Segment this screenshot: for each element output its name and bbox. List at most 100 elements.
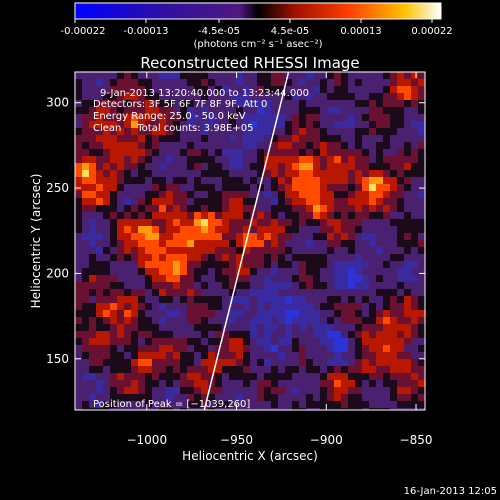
heatmap-cell (236, 345, 243, 352)
heatmap-cell (145, 352, 152, 359)
heatmap-cell (285, 387, 292, 394)
heatmap-cell (180, 317, 187, 324)
heatmap-cell (376, 100, 383, 107)
heatmap-cell (222, 401, 229, 408)
heatmap-cell (236, 72, 243, 79)
heatmap-cell (411, 86, 418, 93)
heatmap-cell (117, 394, 124, 401)
heatmap-cell (390, 345, 397, 352)
heatmap-cell (215, 310, 222, 317)
heatmap-cell (152, 317, 159, 324)
heatmap-cell (159, 394, 166, 401)
heatmap-cell (313, 184, 320, 191)
heatmap-cell (159, 135, 166, 142)
heatmap-cell (194, 128, 201, 135)
heatmap-cell (236, 219, 243, 226)
heatmap-cell (369, 93, 376, 100)
heatmap-cell (124, 401, 131, 408)
heatmap-cell (222, 205, 229, 212)
heatmap-cell (131, 310, 138, 317)
heatmap-cell (229, 303, 236, 310)
heatmap-cell (390, 247, 397, 254)
heatmap-cell (383, 275, 390, 282)
heatmap-cell (334, 191, 341, 198)
heatmap-cell (306, 387, 313, 394)
heatmap-cell (215, 114, 222, 121)
heatmap-cell (418, 331, 425, 338)
heatmap-cell (222, 79, 229, 86)
heatmap-cell (257, 275, 264, 282)
heatmap-cell (348, 184, 355, 191)
heatmap-cell (411, 107, 418, 114)
heatmap-cell (320, 191, 327, 198)
heatmap-cell (376, 170, 383, 177)
heatmap-cell (250, 345, 257, 352)
heatmap-cell (124, 226, 131, 233)
heatmap-cell (271, 275, 278, 282)
heatmap-cell (355, 310, 362, 317)
heatmap-cell (124, 114, 131, 121)
heatmap-cell (124, 352, 131, 359)
heatmap-cell (194, 184, 201, 191)
heatmap-cell (348, 198, 355, 205)
heatmap-cell (96, 107, 103, 114)
heatmap-cell (145, 387, 152, 394)
heatmap-cell (180, 86, 187, 93)
heatmap-cell (299, 163, 306, 170)
heatmap-cell (383, 338, 390, 345)
heatmap-cell (173, 86, 180, 93)
heatmap-cell (82, 352, 89, 359)
heatmap-cell (348, 135, 355, 142)
heatmap-cell (124, 324, 131, 331)
heatmap-cell (369, 254, 376, 261)
heatmap-cell (131, 79, 138, 86)
heatmap-cell (418, 149, 425, 156)
heatmap-cell (341, 177, 348, 184)
heatmap-cell (250, 170, 257, 177)
heatmap-cell (271, 373, 278, 380)
heatmap-cell (404, 254, 411, 261)
heatmap-cell (187, 177, 194, 184)
heatmap-cell (131, 324, 138, 331)
heatmap-cell (138, 233, 145, 240)
heatmap-cell (89, 163, 96, 170)
heatmap-cell (348, 121, 355, 128)
heatmap-cell (250, 324, 257, 331)
heatmap-cell (355, 359, 362, 366)
heatmap-cell (131, 408, 138, 410)
heatmap-cell (208, 135, 215, 142)
heatmap-cell (89, 114, 96, 121)
heatmap-cell (278, 331, 285, 338)
heatmap-cell (334, 359, 341, 366)
heatmap-cell (285, 261, 292, 268)
heatmap-cell (173, 317, 180, 324)
heatmap-cell (334, 170, 341, 177)
heatmap-cell (250, 107, 257, 114)
heatmap-cell (236, 205, 243, 212)
heatmap-cell (306, 135, 313, 142)
heatmap-cell (187, 324, 194, 331)
heatmap-cell (285, 212, 292, 219)
heatmap-cell (145, 142, 152, 149)
heatmap-cell (194, 317, 201, 324)
heatmap-cell (145, 338, 152, 345)
heatmap-cell (138, 254, 145, 261)
heatmap-cell (180, 177, 187, 184)
heatmap-cell (411, 100, 418, 107)
heatmap-cell (187, 121, 194, 128)
heatmap-cell (159, 359, 166, 366)
heatmap-cell (404, 163, 411, 170)
heatmap-cell (138, 100, 145, 107)
heatmap-cell (257, 254, 264, 261)
heatmap-cell (131, 128, 138, 135)
heatmap-cell (376, 226, 383, 233)
heatmap-cell (250, 310, 257, 317)
heatmap-cell (404, 170, 411, 177)
heatmap-cell (383, 380, 390, 387)
heatmap-cell (397, 380, 404, 387)
heatmap-cell (376, 282, 383, 289)
heatmap-cell (187, 254, 194, 261)
heatmap-cell (166, 212, 173, 219)
heatmap-cell (320, 226, 327, 233)
heatmap-cell (152, 261, 159, 268)
